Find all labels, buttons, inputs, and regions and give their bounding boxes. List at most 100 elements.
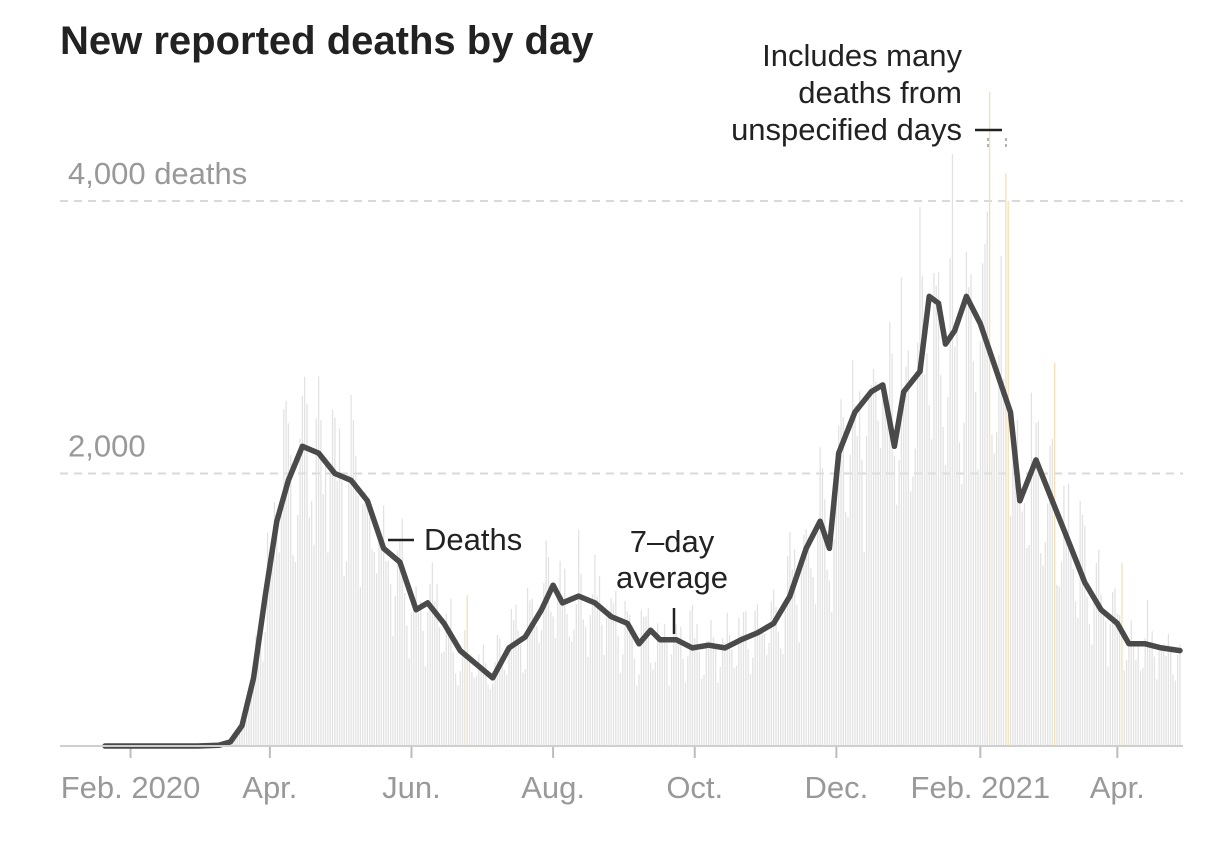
daily-deaths-bar (926, 353, 928, 746)
daily-deaths-bar (740, 635, 742, 746)
daily-deaths-bar (687, 656, 689, 746)
daily-deaths-bar (935, 285, 937, 746)
daily-deaths-bar (382, 505, 385, 746)
daily-deaths-bar (1114, 588, 1116, 746)
daily-deaths-bar (336, 480, 338, 746)
daily-deaths-bar (350, 395, 352, 746)
daily-deaths-bar (958, 442, 961, 746)
daily-deaths-bar (373, 552, 375, 746)
daily-deaths-bar (1081, 514, 1084, 746)
daily-deaths-bar (1091, 644, 1093, 746)
daily-deaths-bar (601, 624, 603, 746)
daily-deaths-bar (266, 532, 269, 746)
daily-deaths-bar (1077, 617, 1079, 746)
daily-deaths-bar (468, 658, 471, 746)
daily-deaths-bar (715, 645, 717, 746)
daily-deaths-bar (1146, 599, 1149, 746)
daily-deaths-bar (308, 517, 310, 746)
daily-deaths-bar (1128, 645, 1130, 746)
daily-deaths-bar (450, 598, 452, 746)
daily-deaths-bar (1100, 594, 1102, 746)
daily-deaths-bar (1016, 420, 1019, 746)
daily-deaths-bar (814, 604, 817, 746)
daily-deaths-bar (1132, 640, 1135, 746)
daily-deaths-bar (1167, 634, 1170, 746)
daily-deaths-bar (705, 641, 707, 746)
daily-deaths-bar (578, 529, 580, 746)
daily-deaths-bar (1123, 670, 1125, 746)
daily-deaths-bar (624, 601, 626, 746)
daily-deaths-bar (696, 623, 698, 746)
daily-deaths-bar (659, 640, 661, 746)
daily-deaths-bar (884, 389, 886, 746)
daily-deaths-bar (986, 211, 988, 746)
daily-deaths-bar (1065, 539, 1067, 746)
daily-deaths-bar (1160, 649, 1163, 746)
daily-deaths-bar (677, 638, 680, 746)
daily-deaths-bar (338, 428, 341, 746)
daily-deaths-bar (596, 596, 598, 746)
daily-deaths-bar (594, 554, 596, 746)
daily-deaths-bar (589, 614, 591, 746)
daily-deaths-bar (858, 391, 861, 746)
daily-deaths-bar (322, 494, 324, 746)
daily-deaths-bar (501, 659, 503, 746)
daily-deaths-bar-highlighted (1005, 173, 1007, 746)
chart-title: New reported deaths by day (60, 19, 594, 63)
daily-deaths-bar (241, 723, 243, 746)
daily-deaths-bar (907, 350, 909, 746)
daily-deaths-bar (406, 625, 408, 746)
daily-deaths-bar (311, 501, 313, 746)
daily-deaths-bar (299, 438, 301, 746)
daily-deaths-bar (1165, 655, 1167, 746)
daily-deaths-bar (438, 627, 440, 746)
daily-deaths-bar (1044, 541, 1046, 746)
daily-deaths-bar (366, 502, 369, 746)
daily-deaths-bar (656, 623, 659, 746)
daily-deaths-bar (410, 612, 413, 746)
daily-deaths-bar (522, 672, 524, 746)
daily-deaths-bar (610, 597, 612, 746)
daily-deaths-bar (526, 587, 529, 746)
annotation-average-line-1: 7–day (630, 524, 715, 559)
daily-deaths-bar (898, 460, 900, 746)
daily-deaths-bar (940, 375, 942, 746)
daily-deaths-bar (647, 608, 649, 746)
daily-deaths-bar (680, 626, 682, 746)
daily-deaths-bar (271, 542, 273, 746)
daily-deaths-bar (559, 560, 561, 746)
daily-deaths-bar (629, 615, 631, 746)
daily-deaths-bar (877, 420, 879, 746)
daily-deaths-bar (886, 417, 889, 746)
daily-deaths-bar (1125, 660, 1128, 746)
daily-deaths-bar (982, 263, 984, 746)
x-tick-label-feb-2020: Feb. 2020 (61, 770, 201, 805)
daily-deaths-bar (503, 669, 505, 746)
daily-deaths-bar (482, 644, 485, 746)
daily-deaths-bar (1049, 445, 1051, 746)
seven-day-average-line (102, 293, 1183, 749)
daily-deaths-bar (445, 613, 447, 746)
daily-deaths-bar (306, 403, 308, 746)
daily-deaths-bar (545, 540, 547, 746)
daily-deaths-bar (1172, 674, 1174, 746)
daily-deaths-bar (1139, 670, 1142, 746)
daily-deaths-bar (1067, 484, 1070, 746)
daily-deaths-bar (615, 591, 617, 746)
daily-deaths-bar (826, 569, 828, 746)
x-tick-label-apr-2021: Apr. (1090, 770, 1145, 805)
daily-deaths-bar (845, 512, 847, 746)
daily-deaths-bar (1109, 623, 1111, 746)
daily-deaths-bar (357, 495, 359, 746)
daily-deaths-bar (726, 612, 728, 746)
daily-deaths-bar (538, 642, 540, 746)
daily-deaths-bar (882, 393, 884, 746)
daily-deaths-bar (612, 603, 615, 746)
daily-deaths-bar (893, 455, 896, 746)
daily-deaths-bar (461, 656, 464, 746)
daily-deaths-bar (856, 436, 858, 746)
daily-deaths-bar (543, 583, 545, 746)
daily-deaths-bar (872, 368, 875, 746)
y-gridlines (60, 200, 1183, 475)
daily-deaths-bar (252, 664, 255, 746)
